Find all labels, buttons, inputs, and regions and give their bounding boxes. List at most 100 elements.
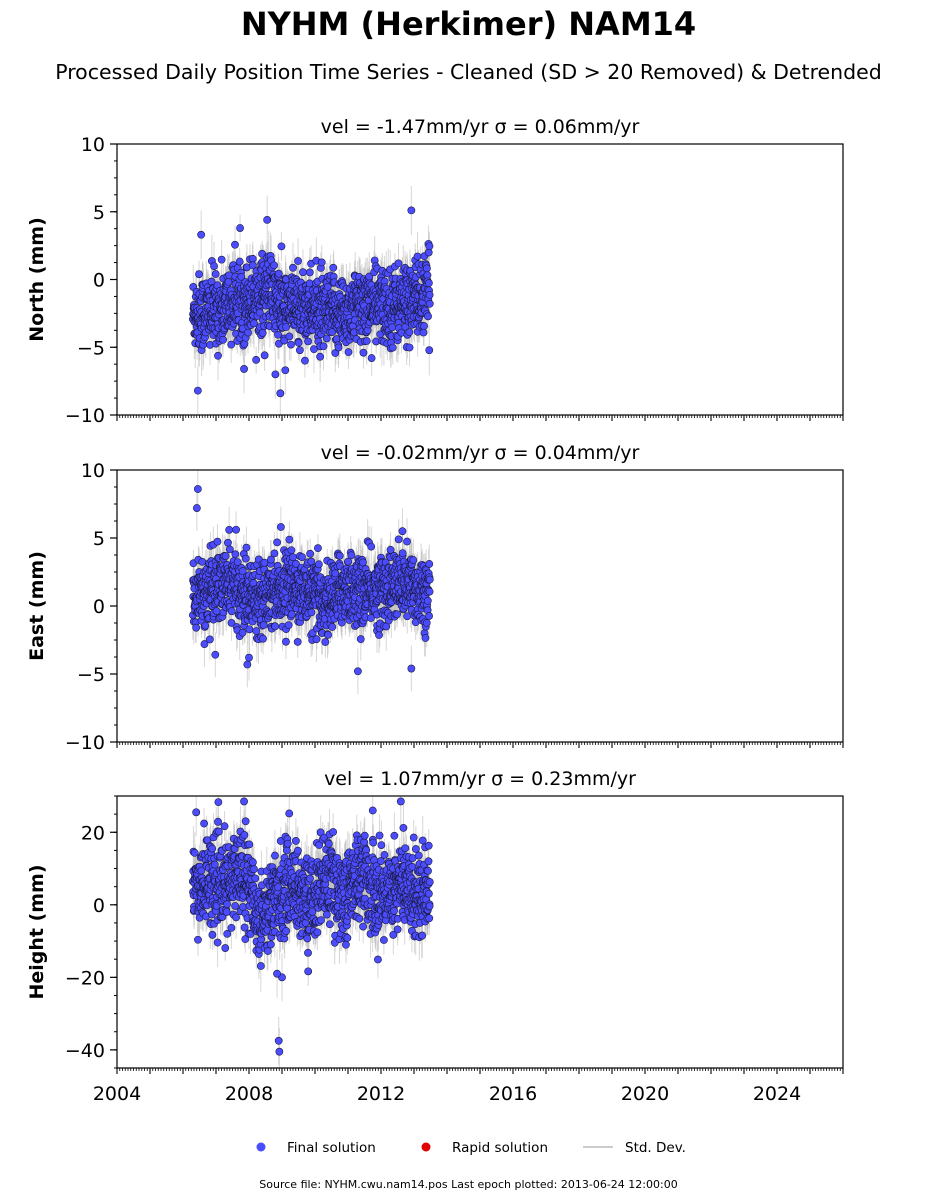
final-solution-point: [248, 254, 257, 263]
final-solution-point: [394, 259, 403, 268]
final-solution-point: [260, 558, 269, 567]
final-solution-point: [319, 342, 328, 351]
final-solution-point: [287, 610, 296, 619]
final-solution-point: [367, 354, 376, 362]
y-tick-label: 0: [93, 270, 105, 292]
final-solution-point: [237, 272, 246, 281]
final-solution-point: [213, 537, 222, 546]
data-layer: [188, 470, 434, 695]
final-solution-point: [252, 355, 261, 364]
final-solution-point: [294, 257, 302, 265]
final-solution-point: [405, 328, 414, 337]
final-solution-point: [211, 650, 220, 659]
final-solution-point: [274, 269, 283, 278]
final-solution-point: [276, 389, 285, 398]
final-solution-point: [322, 334, 331, 343]
final-solution-point: [425, 299, 434, 308]
final-solution-point: [210, 262, 218, 271]
y-tick-label: 10: [81, 134, 105, 156]
final-solution-point: [287, 546, 296, 555]
final-solution-point: [425, 242, 434, 251]
final-solution-point: [328, 328, 337, 336]
final-solution-point: [282, 323, 291, 331]
final-solution-point: [277, 242, 286, 251]
final-solution-point: [285, 535, 294, 544]
final-solution-point: [270, 549, 279, 558]
final-solution-point: [195, 270, 203, 279]
final-solution-point: [217, 255, 226, 264]
final-solution-point: [242, 543, 251, 552]
final-solution-point: [225, 545, 234, 554]
final-solution-point: [419, 328, 428, 337]
final-solution-point: [258, 329, 267, 337]
final-solution-point: [291, 559, 300, 568]
final-solution-point: [193, 386, 202, 395]
final-solution-point: [227, 607, 236, 616]
final-solution-point: [405, 343, 414, 352]
final-solution-point: [293, 638, 302, 646]
y-tick-label: 5: [93, 202, 105, 224]
final-solution-point: [294, 338, 303, 347]
final-solution-point: [388, 323, 397, 332]
final-solution-point: [281, 366, 290, 375]
final-solution-point: [221, 552, 230, 560]
final-solution-point: [255, 308, 264, 317]
final-solution-point: [238, 567, 247, 576]
final-solution-point: [304, 337, 312, 346]
final-solution-point: [314, 560, 323, 569]
final-solution-point: [236, 224, 244, 232]
y-axis-label: North (mm): [26, 217, 48, 342]
final-solution-point: [211, 270, 220, 278]
final-solution-point: [407, 206, 416, 215]
chart-subtitle: Processed Daily Position Time Series - C…: [55, 60, 882, 84]
final-solution-point: [317, 258, 326, 267]
final-solution-point: [280, 336, 289, 345]
final-solution-point: [344, 348, 353, 357]
final-solution-point: [201, 621, 210, 630]
final-solution-point: [316, 352, 325, 361]
final-solution-point: [224, 538, 232, 547]
final-solution-point: [212, 607, 221, 615]
final-solution-point: [273, 538, 282, 547]
final-solution-point: [227, 618, 236, 627]
final-solution-point: [214, 351, 222, 360]
final-solution-point: [423, 264, 431, 273]
final-solution-point: [227, 340, 236, 349]
final-solution-point: [413, 252, 422, 261]
final-solution-point: [329, 263, 338, 272]
final-solution-point: [197, 230, 206, 239]
final-solution-point: [362, 337, 371, 345]
final-solution-point: [238, 628, 247, 637]
final-solution-point: [205, 635, 214, 644]
final-solution-point: [235, 257, 244, 266]
points-layer: [188, 206, 434, 398]
final-solution-point: [276, 523, 285, 531]
final-solution-point: [263, 215, 272, 224]
final-solution-point: [241, 554, 250, 563]
final-solution-point: [334, 343, 343, 352]
final-solution-point: [192, 623, 201, 632]
final-solution-point: [298, 553, 306, 561]
final-solution-point: [274, 330, 282, 339]
y-axis-label: East (mm): [26, 551, 48, 661]
final-solution-point: [420, 322, 428, 330]
final-solution-point: [252, 627, 261, 635]
final-solution-point: [388, 343, 397, 352]
points-layer: [188, 485, 434, 676]
final-solution-point: [301, 356, 309, 365]
final-solution-point: [285, 332, 294, 341]
final-solution-point: [287, 340, 295, 349]
final-solution-point: [232, 525, 240, 534]
final-solution-point: [305, 268, 314, 277]
final-solution-point: [260, 351, 269, 360]
final-solution-point: [425, 290, 434, 299]
final-solution-point: [425, 346, 434, 355]
final-solution-point: [299, 268, 307, 277]
final-solution-point: [231, 550, 240, 559]
final-solution-point: [289, 263, 297, 272]
final-solution-point: [259, 634, 267, 643]
final-solution-point: [306, 549, 315, 558]
data-layer: [188, 186, 434, 415]
